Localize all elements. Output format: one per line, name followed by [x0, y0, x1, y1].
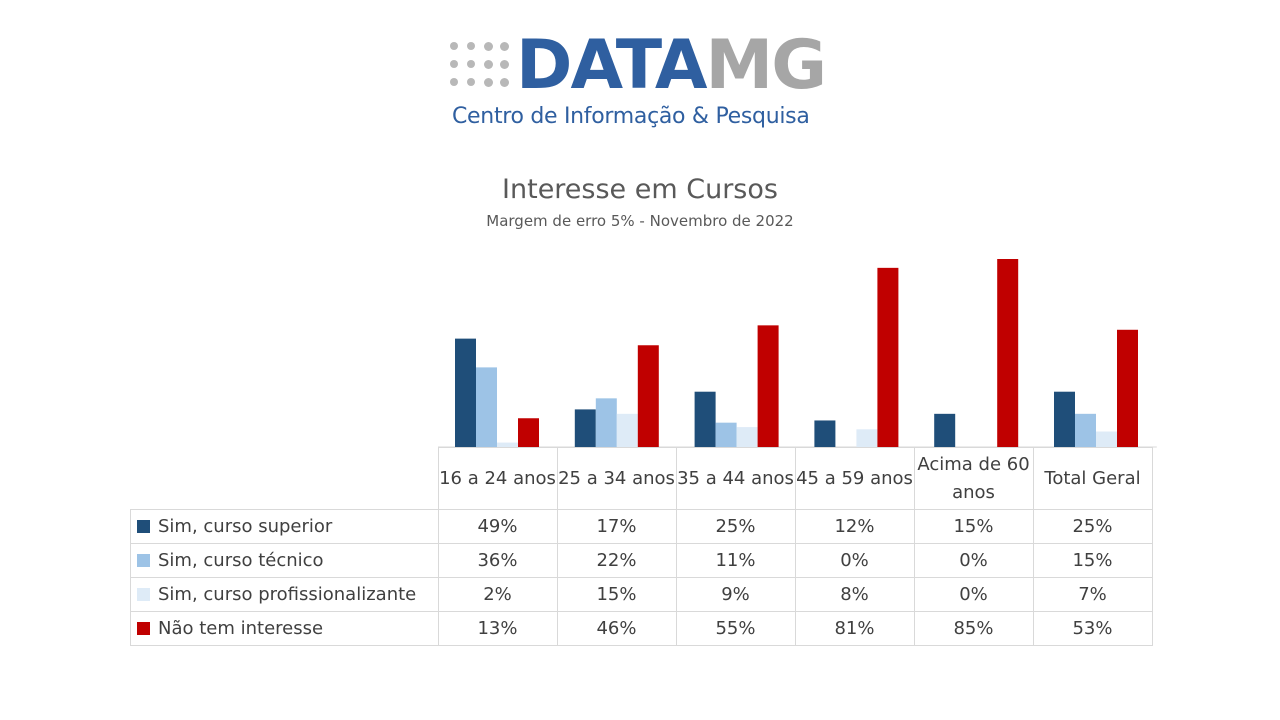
bar-1-5	[934, 413, 956, 447]
bar-1-2	[574, 409, 596, 447]
legend-entry: Não tem interesse	[130, 611, 439, 646]
data-label: 25%	[675, 509, 796, 544]
data-label: 46%	[556, 611, 677, 646]
series-name: Não tem interesse	[158, 618, 324, 639]
table-row: Sim, curso técnico 36% 22% 11% 0% 0% 15%	[130, 543, 1153, 578]
data-label: 36%	[437, 543, 558, 578]
data-label: 2%	[437, 577, 558, 612]
table-row: Não tem interesse 13% 46% 55% 81% 85% 53%	[130, 611, 1153, 646]
logo-wordmark: DATAMG	[516, 30, 827, 102]
bar-1-1	[455, 338, 476, 447]
bar-1-4	[814, 420, 836, 447]
data-label: 0%	[913, 543, 1034, 578]
bar-2-2	[595, 398, 617, 447]
data-label: 53%	[1032, 611, 1153, 646]
data-label: 7%	[1032, 577, 1153, 612]
data-label: 49%	[437, 509, 558, 544]
bar-4-2	[637, 345, 659, 447]
data-label: 55%	[675, 611, 796, 646]
bar-4-1	[518, 418, 539, 447]
category-label: Total Geral	[1032, 447, 1153, 510]
chart-subtitle: Margem de erro 5% - Novembro de 2022	[486, 212, 794, 230]
data-label: 8%	[794, 577, 915, 612]
legend-entry: Sim, curso técnico	[130, 543, 439, 578]
data-label: 9%	[675, 577, 796, 612]
data-label: 0%	[913, 577, 1034, 612]
data-label: 15%	[1032, 543, 1153, 578]
bar-4-5	[997, 259, 1019, 447]
datamg-logo: DATAMG Centro de Informação & Pesquisa	[450, 30, 850, 136]
data-label: 81%	[794, 611, 915, 646]
bar-2-3	[715, 422, 737, 447]
data-label: 17%	[556, 509, 677, 544]
category-header-row: 16 a 24 anos 25 a 34 anos 35 a 44 anos 45 a…	[130, 447, 1153, 510]
table-corner-cell	[130, 447, 439, 510]
bar-4-4	[877, 267, 899, 447]
legend-entry: Sim, curso superior	[130, 509, 439, 544]
logo-dots-icon	[450, 42, 510, 92]
logo-word-data: DATA	[516, 26, 708, 105]
category-label: 35 a 44 anos	[675, 447, 796, 510]
bar-1-6	[1054, 391, 1075, 447]
data-label: 22%	[556, 543, 677, 578]
bar-3-1	[497, 442, 518, 447]
series-name: Sim, curso técnico	[158, 550, 324, 571]
category-label: 45 a 59 anos	[794, 447, 915, 510]
bar-3-2	[616, 413, 638, 447]
data-table: 16 a 24 anos 25 a 34 anos 35 a 44 anos 45 a…	[130, 447, 1153, 646]
data-label: 11%	[675, 543, 796, 578]
legend-swatch-icon	[137, 520, 150, 533]
bar-4-6	[1117, 329, 1138, 447]
series-name: Sim, curso superior	[158, 516, 333, 537]
data-label: 85%	[913, 611, 1034, 646]
bar-1-3	[694, 391, 716, 447]
legend-swatch-icon	[137, 622, 150, 635]
category-label: 16 a 24 anos	[437, 447, 558, 510]
bar-4-3	[757, 325, 779, 447]
table-row: Sim, curso profissionalizante 2% 15% 9% 8% 0%…	[130, 577, 1153, 612]
logo-word-mg: MG	[705, 26, 827, 105]
data-label: 15%	[556, 577, 677, 612]
legend-swatch-icon	[137, 588, 150, 601]
legend-swatch-icon	[137, 554, 150, 567]
bar-2-1	[476, 367, 497, 447]
table-row: Sim, curso superior 49% 17% 25% 12% 15% 25%	[130, 509, 1153, 544]
series-name: Sim, curso profissionalizante	[158, 584, 417, 605]
data-label: 0%	[794, 543, 915, 578]
bar-3-4	[856, 429, 878, 447]
data-label: 12%	[794, 509, 915, 544]
category-label: Acima de 60 anos	[913, 447, 1034, 510]
bar-3-6	[1096, 431, 1117, 447]
legend-entry: Sim, curso profissionalizante	[130, 577, 439, 612]
chart-title: Interesse em Cursos	[502, 174, 778, 205]
data-label: 13%	[437, 611, 558, 646]
logo-subtitle: Centro de Informação & Pesquisa	[452, 104, 810, 129]
data-label: 25%	[1032, 509, 1153, 544]
bar-2-6	[1075, 413, 1096, 447]
category-label: 25 a 34 anos	[556, 447, 677, 510]
bar-3-3	[736, 427, 758, 447]
data-label: 15%	[913, 509, 1034, 544]
